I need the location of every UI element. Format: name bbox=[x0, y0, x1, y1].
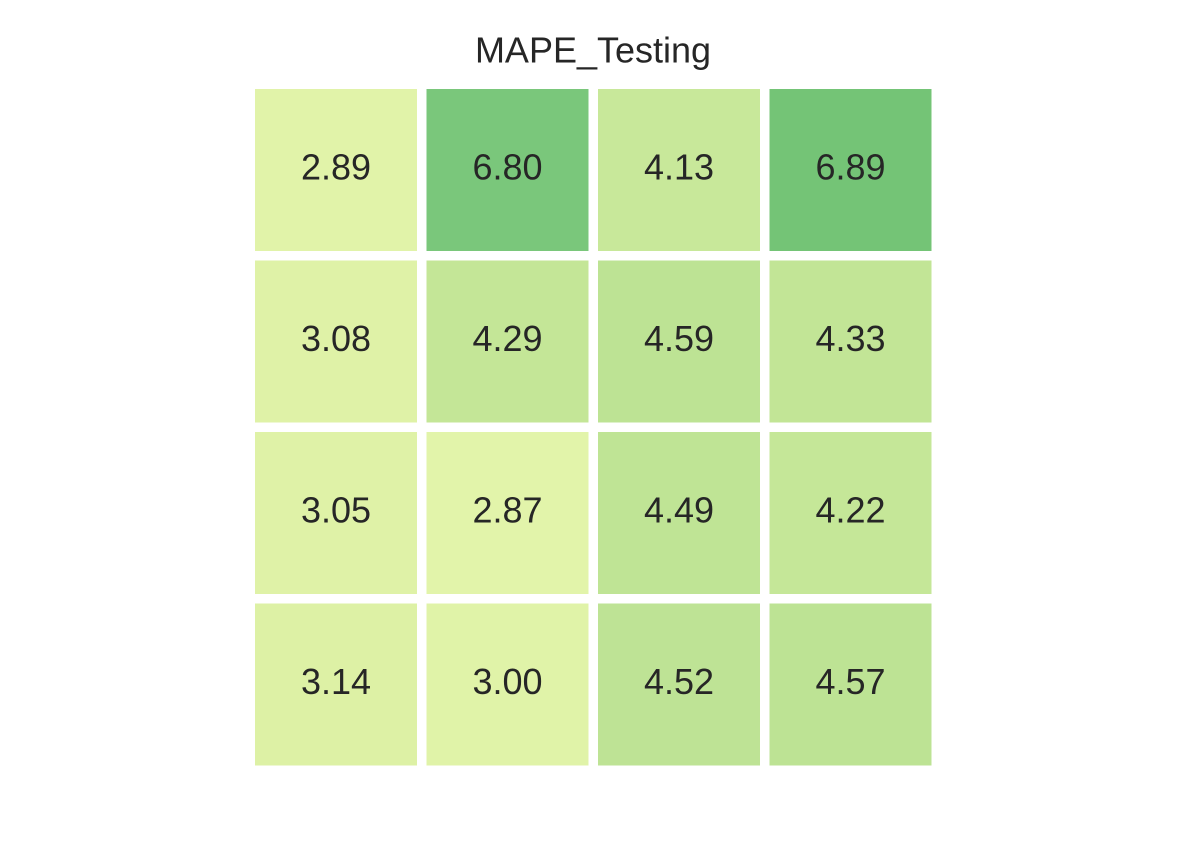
heatmap-cell bbox=[255, 603, 417, 766]
heatmap-cell bbox=[769, 260, 932, 423]
heatmap-cell bbox=[769, 432, 932, 594]
cell-label: 4.13 bbox=[644, 147, 714, 188]
cell-label: 4.52 bbox=[644, 661, 714, 702]
cell-label: 4.49 bbox=[644, 490, 714, 531]
heatmap-cell bbox=[769, 603, 932, 766]
cell-label: 4.59 bbox=[644, 318, 714, 359]
cell-label: 4.22 bbox=[815, 490, 885, 531]
cell-label: 2.89 bbox=[301, 147, 371, 188]
heatmap-cell bbox=[598, 603, 760, 766]
heatmap-cell bbox=[255, 432, 417, 594]
heatmap-cell bbox=[598, 260, 760, 423]
heatmap-cell bbox=[426, 603, 589, 766]
cell-label: 4.57 bbox=[815, 661, 885, 702]
heatmap-cell bbox=[598, 432, 760, 594]
heatmap-cell bbox=[426, 89, 589, 251]
heatmap-cell bbox=[426, 260, 589, 423]
chart-title: MAPE_Testing bbox=[475, 30, 711, 71]
cell-label: 2.87 bbox=[472, 490, 542, 531]
cell-label: 6.80 bbox=[472, 147, 542, 188]
cell-label: 3.05 bbox=[301, 490, 371, 531]
cell-label: 6.89 bbox=[815, 147, 885, 188]
heatmap-cell bbox=[255, 260, 417, 423]
cell-label: 4.29 bbox=[472, 318, 542, 359]
cell-label: 3.00 bbox=[472, 661, 542, 702]
heatmap-cell bbox=[598, 89, 760, 251]
cell-label: 3.08 bbox=[301, 318, 371, 359]
cell-label: 3.14 bbox=[301, 661, 371, 702]
cell-label: 4.33 bbox=[815, 318, 885, 359]
heatmap-cell bbox=[426, 432, 589, 594]
heatmap-cell bbox=[255, 89, 417, 251]
heatmap-cell bbox=[769, 89, 932, 251]
